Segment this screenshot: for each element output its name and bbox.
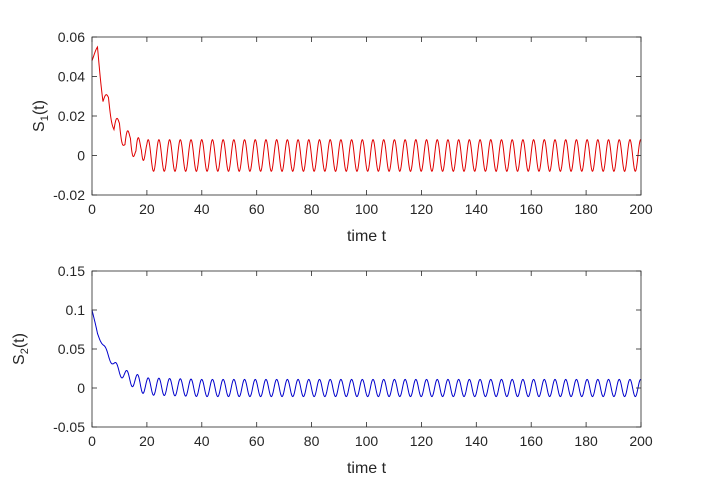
x-tick-label: 20: [139, 201, 155, 217]
y-tick-label: 0: [77, 148, 85, 164]
x-tick-label: 80: [304, 433, 320, 449]
y-axis-label: S2(t): [11, 333, 31, 365]
plot-frame-2: [91, 270, 642, 428]
x-tick-label: 40: [194, 433, 210, 449]
y-tick-label: 0: [77, 380, 85, 396]
x-tick-label: 160: [520, 433, 544, 449]
y-tick-label: 0.05: [58, 341, 85, 357]
y-tick-label: -0.05: [53, 419, 85, 435]
x-tick-label: 180: [574, 433, 598, 449]
y-tick-label: 0.02: [58, 108, 85, 124]
x-axis-label: time t: [347, 460, 387, 477]
x-tick-label: 160: [520, 201, 544, 217]
x-tick-label: 100: [355, 433, 379, 449]
y-tick-label: 0.04: [58, 69, 85, 85]
x-tick-label: 0: [88, 201, 96, 217]
y-tick-label: 0.06: [58, 29, 85, 45]
y-axis-label: S1(t): [31, 100, 51, 132]
x-tick-label: 140: [465, 433, 489, 449]
subplot-2: 0 20 40 60 80 100 120 140 160 180 200-0.0500.050.1…: [11, 263, 653, 477]
x-tick-label: 60: [249, 201, 265, 217]
x-tick-label: 180: [574, 201, 598, 217]
x-tick-label: 80: [304, 201, 320, 217]
x-tick-label: 100: [355, 201, 379, 217]
x-tick-label: 200: [629, 433, 653, 449]
x-axis-label: time t: [347, 228, 387, 245]
x-tick-label: 40: [194, 201, 210, 217]
y-tick-label: 0.15: [58, 263, 85, 279]
x-tick-label: 60: [249, 433, 265, 449]
x-tick-label: 20: [139, 433, 155, 449]
x-tick-label: 120: [410, 433, 434, 449]
subplot-1: 0 20 40 60 80 100 120 140 160 180 200-0.0200.020.0…: [31, 29, 653, 245]
x-tick-label: 140: [465, 201, 489, 217]
y-tick-label: -0.02: [53, 187, 85, 203]
series-line-2: [91, 309, 642, 398]
y-tick-label: 0.1: [66, 302, 86, 318]
x-tick-label: 200: [629, 201, 653, 217]
x-tick-label: 120: [410, 201, 434, 217]
x-tick-label: 0: [88, 433, 96, 449]
series-line-1: [91, 45, 642, 172]
